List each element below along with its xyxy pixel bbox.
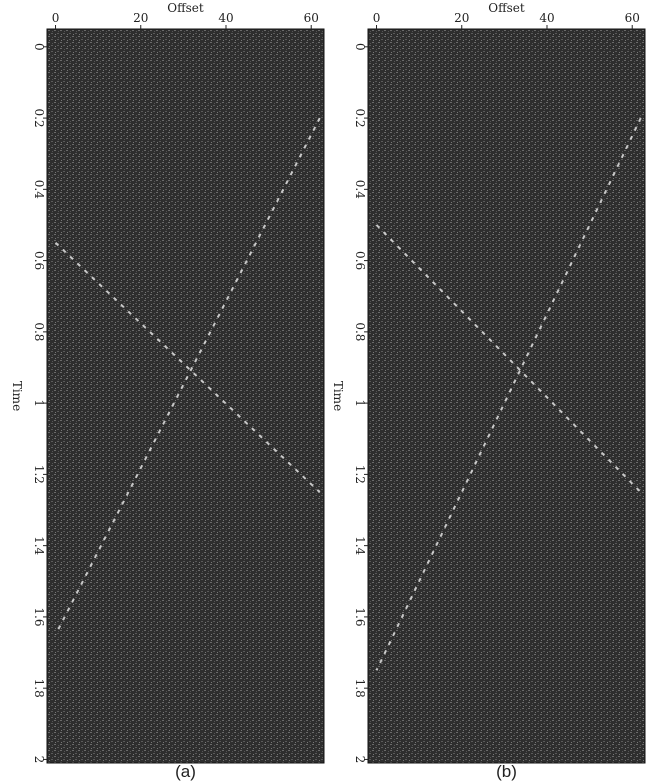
y-tick-label: 1.4 [32,536,46,555]
y-tick-label: 0.8 [32,322,46,341]
y-tick-label: 0.6 [353,251,367,270]
x-tick-label: 60 [304,11,319,25]
y-tick-label: 1.8 [32,679,46,698]
x-tick-label: 40 [218,11,233,25]
panel-label: (b) [496,762,517,781]
y-tick-label: 0.4 [32,180,46,199]
y-tick-label: 1.6 [353,607,367,626]
seismic-image [367,28,646,764]
y-tick-label: 1.2 [32,465,46,484]
y-tick-label: 1.4 [353,536,367,555]
y-tick-label: 0 [32,43,46,51]
y-axis-label: Time [10,381,24,411]
x-axis-label: Offset [167,1,204,15]
y-tick-label: 1 [32,399,46,407]
seismic-image [46,28,325,764]
x-tick-label: 60 [625,11,640,25]
y-axis-label: Time [331,381,345,411]
y-tick-label: 2 [353,756,367,764]
event-decoration [54,242,321,493]
panel-label: (a) [175,762,196,781]
x-tick-label: 40 [539,11,554,25]
x-tick-label: 20 [133,11,148,25]
y-tick-label: 0.2 [32,109,46,128]
y-tick-label: 0.6 [32,251,46,270]
x-tick-label: 0 [373,11,381,25]
y-tick-label: 0.8 [353,322,367,341]
y-tick-label: 1.2 [353,465,367,484]
x-tick-label: 0 [52,11,60,25]
y-tick-label: 0.2 [353,109,367,128]
event-decoration [54,117,321,636]
y-tick-label: 1.6 [32,607,46,626]
y-tick-label: 2 [32,756,46,764]
x-tick-label: 20 [454,11,469,25]
y-tick-label: 1.8 [353,679,367,698]
y-tick-label: 0 [353,43,367,51]
y-tick-label: 1 [353,399,367,407]
x-axis-label: Offset [488,1,525,15]
event-decoration [375,117,642,671]
y-tick-label: 0.4 [353,180,367,199]
event-decoration [375,224,642,493]
